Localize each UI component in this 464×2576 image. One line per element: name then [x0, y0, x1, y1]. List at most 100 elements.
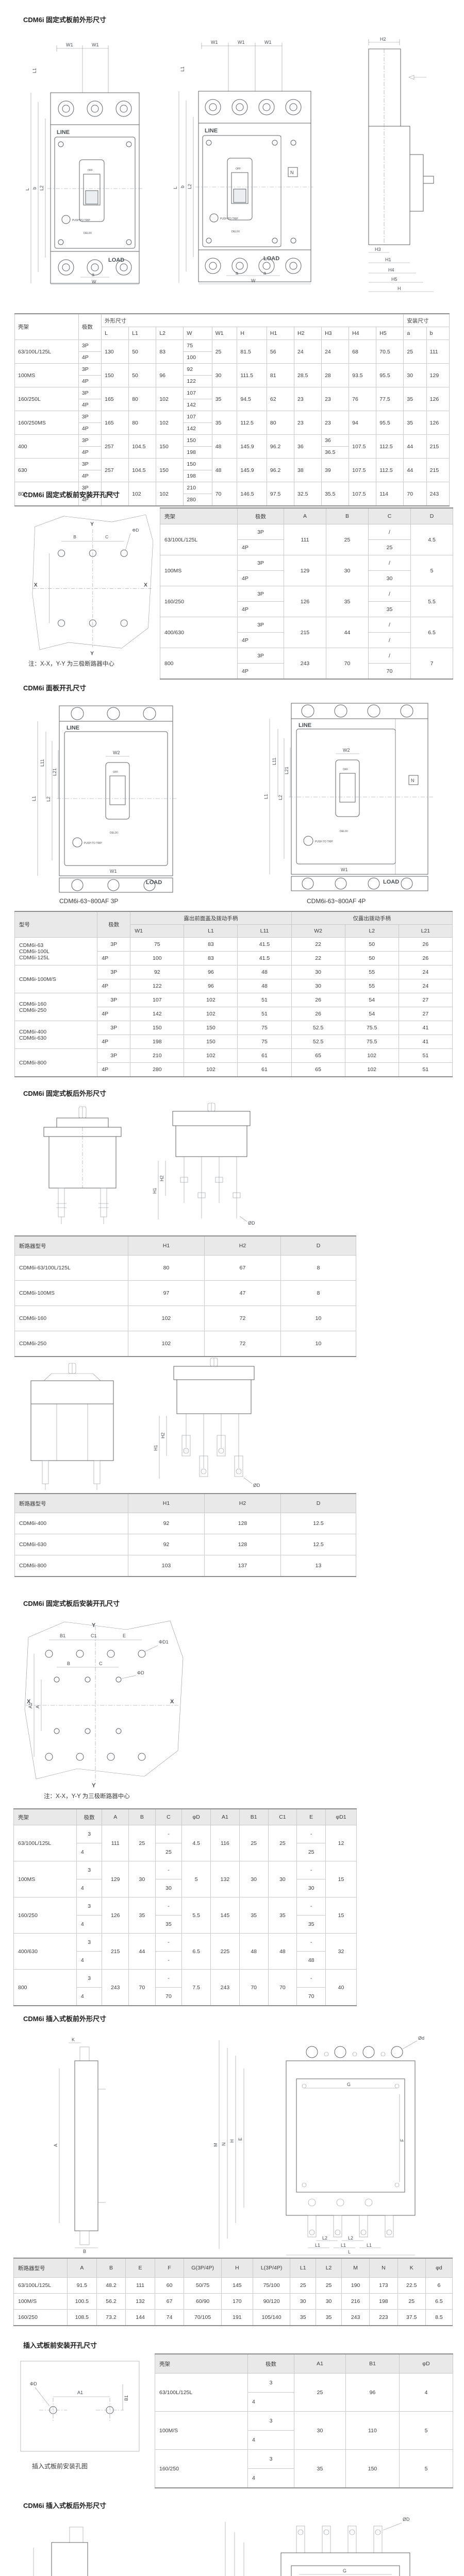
data-cell: 70	[128, 1969, 156, 2006]
data-cell: 8	[280, 1255, 356, 1281]
data-cell: 97	[128, 1280, 205, 1306]
data-cell: 280	[183, 494, 212, 506]
data-cell: 75	[237, 1035, 292, 1049]
drawing-fixed-front-4p: W1 W1 W1 L b L2 L1 LINE N OFF DELIXI PUS…	[173, 40, 313, 284]
data-cell: 102	[156, 387, 184, 411]
data-cell: 132	[210, 1861, 240, 1897]
dim-label: H2	[159, 1175, 164, 1181]
line-label: LINE	[57, 129, 70, 135]
data-cell: 30	[128, 1861, 156, 1897]
dim-label: a	[92, 272, 94, 277]
data-cell: 630	[14, 458, 79, 482]
data-cell: 5.5	[181, 1897, 211, 1934]
dim-label: C1	[91, 1633, 97, 1638]
data-cell: 107	[183, 411, 212, 423]
header-cell: G(3P/4P)	[184, 2258, 222, 2278]
data-cell: 145.9	[237, 434, 267, 459]
data-cell: 129	[426, 363, 450, 387]
header-cell: L11	[237, 924, 292, 938]
data-cell: 4.5	[181, 1825, 211, 1861]
data-cell: 48	[237, 965, 292, 979]
data-cell: 3P	[97, 1021, 131, 1035]
dim-label: L2	[39, 185, 44, 191]
data-cell: 400/630	[160, 617, 238, 648]
data-cell: 4	[247, 2392, 294, 2412]
data-cell: 4	[76, 1987, 103, 2006]
data-cell: 198	[130, 1035, 185, 1049]
section-title-panel-cutout: CDM6i 面板开孔尺寸	[23, 684, 87, 692]
data-cell: 35	[268, 1897, 297, 1934]
dim-label: L	[173, 187, 178, 189]
header-cell: 安装尺寸	[403, 313, 450, 327]
data-cell: 72	[204, 1306, 281, 1331]
data-cell: -	[155, 1969, 183, 1988]
data-cell: 80	[128, 1255, 205, 1281]
data-cell: 48	[211, 434, 238, 459]
header-cell: B1	[345, 2353, 400, 2374]
dim-label: H	[397, 286, 401, 291]
dim-label: G	[347, 2082, 351, 2087]
data-cell: 23	[321, 411, 350, 435]
data-cell: 3	[247, 2411, 294, 2431]
neutral-pole-label: N	[290, 170, 294, 175]
data-cell: 70	[368, 663, 411, 680]
data-cell: 70/105	[184, 2309, 222, 2326]
dim-label: W1	[110, 869, 117, 874]
header-cell: A	[67, 2258, 97, 2278]
data-cell: 144	[125, 2309, 155, 2326]
header-cell: H1	[128, 1493, 205, 1513]
data-cell: 41	[398, 1035, 453, 1049]
header-cell: 仅露出拨动手柄	[291, 911, 453, 925]
section-title-fixed-rear-holes: CDM6i 固定式板后安装开孔尺寸	[23, 1600, 120, 1607]
data-cell: 257	[101, 434, 129, 459]
dim-label: N	[221, 2143, 226, 2146]
data-cell: 96	[184, 965, 238, 979]
data-cell: 215	[426, 434, 450, 459]
data-cell: 30	[326, 555, 369, 586]
data-cell: 54	[344, 993, 399, 1007]
data-cell: 5	[399, 2449, 453, 2488]
data-cell: 24	[293, 340, 322, 364]
axis-label: X	[170, 1699, 174, 1705]
dim-label: L2	[348, 2235, 353, 2241]
data-cell: 150	[130, 1021, 185, 1035]
data-cell: 198	[183, 470, 212, 482]
data-cell: 72	[204, 1331, 281, 1357]
data-cell: 44	[403, 434, 427, 459]
data-cell: 26	[398, 951, 453, 965]
data-cell: 3P	[78, 363, 102, 376]
data-cell: 3P	[97, 965, 131, 979]
data-cell: 44	[403, 458, 427, 482]
data-cell: 145	[210, 1897, 240, 1934]
header-cell: 露出前面盖及拨动手柄	[130, 911, 292, 925]
data-cell: 23	[293, 387, 322, 411]
header-cell: C	[368, 507, 411, 524]
data-cell: 39	[321, 458, 350, 482]
data-cell: 56	[266, 340, 294, 364]
data-cell: 102	[156, 482, 184, 506]
data-cell: 35	[155, 1915, 183, 1934]
data-cell: 102	[184, 1048, 238, 1063]
dim-label: L1	[180, 66, 185, 72]
data-cell: 6.5	[181, 1933, 211, 1970]
axis-label: Y	[92, 1783, 96, 1789]
data-cell: 3	[76, 1969, 103, 1988]
dim-label: C	[99, 1661, 103, 1666]
data-cell: 75.5	[344, 1021, 399, 1035]
drawing-plugin-front-holes: ΦD A1 B1	[20, 2361, 140, 2452]
data-cell: -	[155, 1897, 183, 1916]
data-cell: 4P	[78, 422, 102, 435]
data-cell: 27	[398, 993, 453, 1007]
data-cell: 65	[291, 1062, 345, 1077]
data-cell: 130	[101, 340, 129, 364]
data-cell: 3P	[78, 387, 102, 399]
header-cell: H2	[204, 1235, 281, 1256]
data-cell: 107.5	[349, 434, 377, 459]
header-cell: φD	[399, 2353, 453, 2374]
dim-label: W1	[264, 40, 272, 45]
drawing-rear-mounting-holes: Y X X Y B1 C1 E ΦD1 B C ΦD A1 A	[24, 1620, 184, 1789]
data-cell: 55	[344, 979, 399, 993]
data-cell: 3P	[97, 993, 131, 1007]
dim-label: H	[229, 2140, 235, 2143]
dim-label: b	[180, 185, 185, 188]
